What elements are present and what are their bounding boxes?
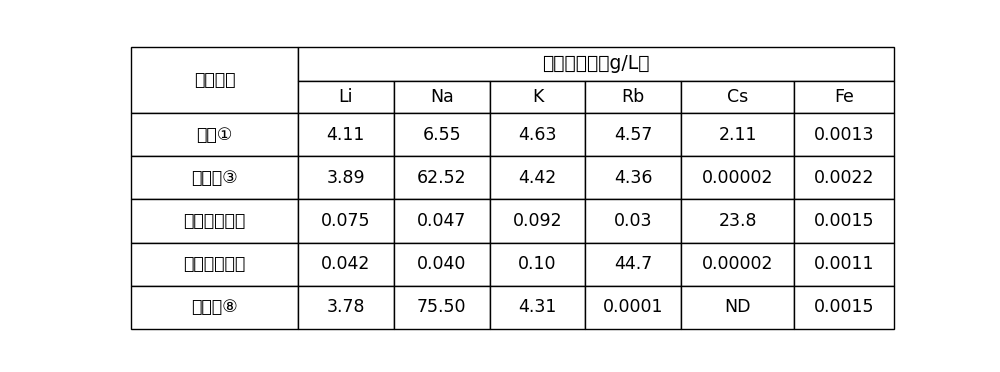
Bar	[298, 113, 394, 156]
Text: Fe: Fe	[834, 88, 854, 106]
Text: 23.8: 23.8	[718, 212, 757, 230]
Bar	[298, 243, 394, 286]
Bar	[585, 243, 681, 286]
Text: 0.03: 0.03	[614, 212, 653, 230]
Bar	[298, 286, 394, 329]
Bar	[794, 113, 894, 156]
Text: 0.00002: 0.00002	[702, 255, 773, 273]
Bar	[394, 286, 490, 329]
Bar	[490, 286, 585, 329]
Bar	[131, 156, 298, 199]
Bar	[131, 199, 298, 243]
Text: 44.7: 44.7	[614, 255, 652, 273]
Text: Li: Li	[339, 88, 353, 106]
Bar	[394, 81, 490, 113]
Text: 4.31: 4.31	[518, 298, 557, 316]
Bar	[490, 243, 585, 286]
Bar	[131, 113, 298, 156]
Bar	[585, 81, 681, 113]
Bar	[490, 156, 585, 199]
Bar	[681, 243, 794, 286]
Bar	[298, 81, 394, 113]
Text: 4.36: 4.36	[614, 169, 653, 187]
Text: 4.42: 4.42	[518, 169, 557, 187]
Text: 75.50: 75.50	[417, 298, 466, 316]
Bar	[681, 81, 794, 113]
Bar	[585, 199, 681, 243]
Text: 4.57: 4.57	[614, 126, 653, 144]
Bar	[585, 286, 681, 329]
Text: 2.11: 2.11	[718, 126, 757, 144]
Text: 各组分含量（g/L）: 各组分含量（g/L）	[542, 54, 650, 73]
Bar	[585, 113, 681, 156]
Bar	[490, 199, 585, 243]
Text: 0.0022: 0.0022	[814, 169, 874, 187]
Text: 0.10: 0.10	[518, 255, 557, 273]
Text: 0.0001: 0.0001	[603, 298, 664, 316]
Text: 0.0011: 0.0011	[814, 255, 874, 273]
Text: 62.52: 62.52	[417, 169, 466, 187]
Text: 硝酸铯反萃液: 硝酸铯反萃液	[183, 212, 246, 230]
Text: 液相名称: 液相名称	[194, 71, 235, 89]
Bar	[681, 113, 794, 156]
Bar	[298, 47, 894, 81]
Text: 萃余液⑧: 萃余液⑧	[191, 298, 238, 316]
Text: 0.075: 0.075	[321, 212, 371, 230]
Bar	[794, 81, 894, 113]
Bar	[794, 156, 894, 199]
Bar	[585, 156, 681, 199]
Bar	[394, 243, 490, 286]
Text: Rb: Rb	[622, 88, 645, 106]
Text: Cs: Cs	[727, 88, 748, 106]
Bar	[490, 81, 585, 113]
Text: 4.63: 4.63	[518, 126, 557, 144]
Bar	[794, 286, 894, 329]
Text: ND: ND	[724, 298, 751, 316]
Bar	[131, 47, 298, 113]
Bar	[681, 199, 794, 243]
Bar	[131, 243, 298, 286]
Text: 硝酸铷反萃液: 硝酸铷反萃液	[183, 255, 246, 273]
Text: 0.040: 0.040	[417, 255, 466, 273]
Text: 3.89: 3.89	[326, 169, 365, 187]
Text: 3.78: 3.78	[327, 298, 365, 316]
Bar	[131, 286, 298, 329]
Text: 料液①: 料液①	[196, 126, 233, 144]
Text: 4.11: 4.11	[327, 126, 365, 144]
Text: 0.0013: 0.0013	[814, 126, 874, 144]
Text: 6.55: 6.55	[422, 126, 461, 144]
Text: 0.042: 0.042	[321, 255, 370, 273]
Bar	[298, 156, 394, 199]
Bar	[394, 113, 490, 156]
Bar	[794, 199, 894, 243]
Text: 0.0015: 0.0015	[814, 212, 874, 230]
Text: 0.047: 0.047	[417, 212, 466, 230]
Text: 0.0015: 0.0015	[814, 298, 874, 316]
Bar	[681, 156, 794, 199]
Text: K: K	[532, 88, 543, 106]
Bar	[394, 199, 490, 243]
Text: 0.00002: 0.00002	[702, 169, 773, 187]
Bar	[681, 286, 794, 329]
Text: 萃余液③: 萃余液③	[191, 169, 238, 187]
Bar	[490, 113, 585, 156]
Bar	[794, 243, 894, 286]
Text: 0.092: 0.092	[513, 212, 562, 230]
Bar	[298, 199, 394, 243]
Text: Na: Na	[430, 88, 454, 106]
Bar	[394, 156, 490, 199]
